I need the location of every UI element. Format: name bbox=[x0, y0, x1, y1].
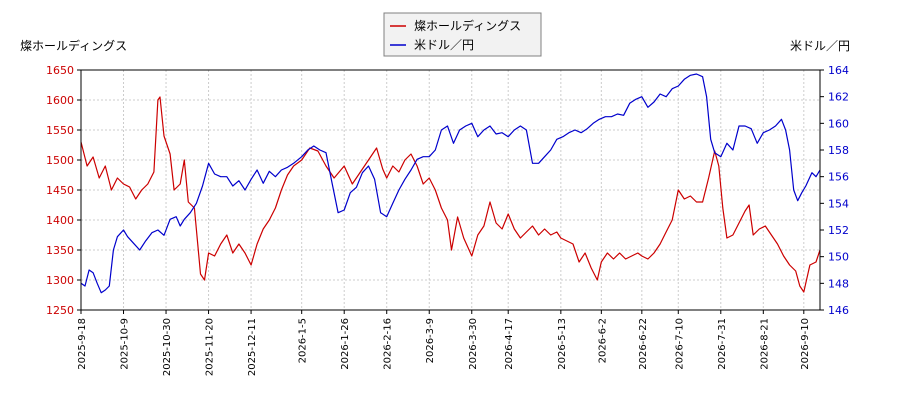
x-tick-label: 2026-2-16 bbox=[383, 318, 394, 370]
right-tick-label: 160 bbox=[828, 117, 849, 130]
left-tick-label: 1350 bbox=[46, 244, 74, 257]
x-tick-label: 2026-1-5 bbox=[298, 318, 309, 363]
x-tick-label: 2025-10-9 bbox=[120, 318, 131, 370]
left-tick-label: 1450 bbox=[46, 184, 74, 197]
legend-box bbox=[383, 12, 542, 57]
left-tick-label: 1400 bbox=[46, 214, 74, 227]
x-tick-label: 2026-9-10 bbox=[800, 318, 811, 370]
legend-label-usdjpy: 米ドル／円 bbox=[414, 38, 474, 52]
x-axis: 2025-9-18 2025-10-9 2025-10-30 2025-11-20 20… bbox=[77, 310, 811, 376]
left-axis: 1250 1300 1350 1400 1450 1500 1550 1600 1650 bbox=[46, 64, 81, 317]
right-tick-label: 164 bbox=[828, 64, 849, 77]
left-tick-label: 1300 bbox=[46, 274, 74, 287]
left-tick-label: 1650 bbox=[46, 64, 74, 77]
right-tick-label: 146 bbox=[828, 304, 849, 317]
left-tick-label: 1600 bbox=[46, 94, 74, 107]
right-axis-label: 米ドル／円 bbox=[790, 39, 850, 53]
right-tick-label: 150 bbox=[828, 251, 849, 264]
left-tick-label: 1250 bbox=[46, 304, 74, 317]
right-tick-label: 154 bbox=[828, 197, 849, 210]
x-tick-label: 2026-5-13 bbox=[557, 318, 568, 370]
x-tick-label: 2026-8-21 bbox=[759, 318, 770, 370]
x-tick-label: 2026-3-30 bbox=[468, 318, 479, 370]
right-tick-label: 156 bbox=[828, 171, 849, 184]
legend: 燦ホールディングス 米ドル／円 bbox=[383, 12, 542, 57]
left-axis-label: 燦ホールディングス bbox=[20, 38, 127, 53]
legend-label-sandholdings: 燦ホールディングス bbox=[414, 18, 521, 33]
x-tick-label: 2025-11-20 bbox=[205, 318, 216, 376]
x-tick-label: 2026-6-22 bbox=[638, 318, 649, 370]
x-tick-label: 2026-7-31 bbox=[717, 318, 728, 370]
right-axis: 146 148 150 152 154 156 158 160 162 164 bbox=[820, 64, 849, 317]
x-tick-label: 2025-9-18 bbox=[77, 318, 88, 370]
left-tick-label: 1500 bbox=[46, 154, 74, 167]
x-tick-label: 2025-12-11 bbox=[247, 318, 258, 376]
x-tick-label: 2026-7-10 bbox=[674, 318, 685, 370]
right-tick-label: 152 bbox=[828, 224, 849, 237]
x-tick-label: 2026-4-17 bbox=[504, 318, 515, 370]
x-tick-label: 2026-3-9 bbox=[425, 318, 436, 363]
x-tick-label: 2026-1-26 bbox=[340, 318, 351, 370]
series-lines bbox=[80, 73, 821, 294]
left-tick-label: 1550 bbox=[46, 124, 74, 137]
x-tick-label: 2026-6-2 bbox=[597, 318, 608, 363]
series-line-usdjpy bbox=[80, 73, 821, 294]
right-tick-label: 162 bbox=[828, 91, 849, 104]
x-tick-label: 2025-10-30 bbox=[162, 318, 173, 376]
right-tick-label: 148 bbox=[828, 277, 849, 290]
right-tick-label: 158 bbox=[828, 144, 849, 157]
